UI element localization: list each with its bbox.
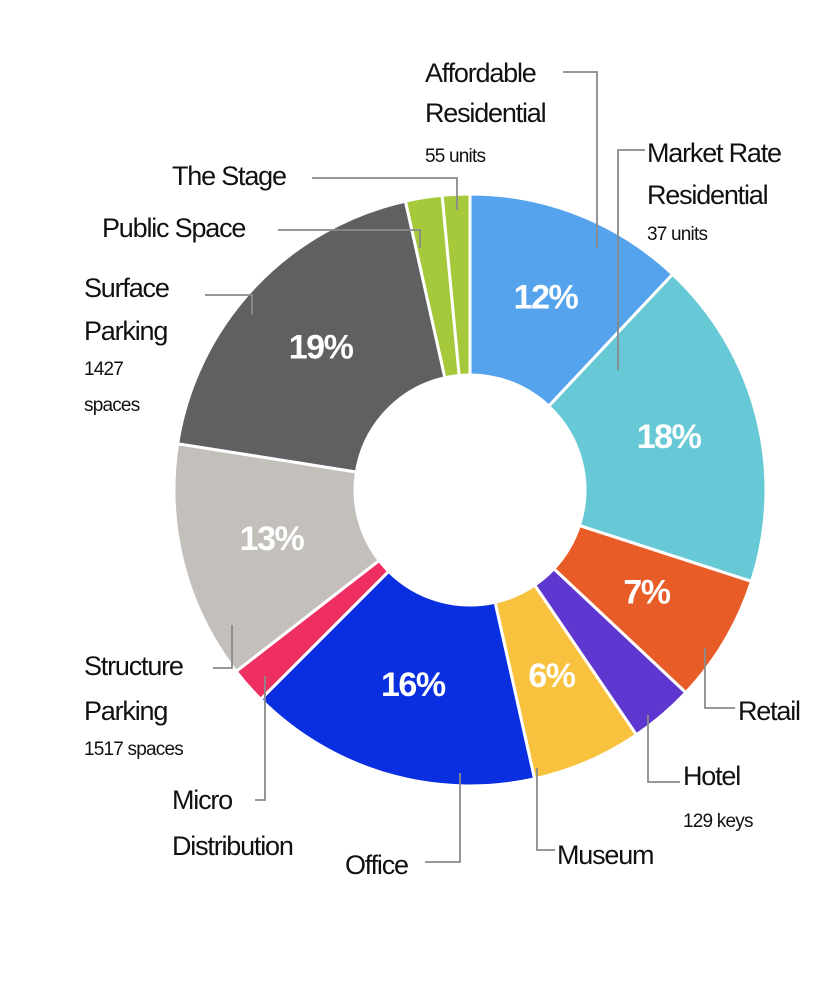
value-label: 6%	[528, 657, 575, 695]
value-label: 18%	[637, 418, 702, 456]
donut-segment	[546, 272, 768, 584]
donut-segment	[175, 199, 447, 474]
category-label: Structure Parking	[84, 651, 183, 726]
leader-line	[255, 676, 266, 801]
leader-line	[205, 294, 253, 315]
donut-segment	[172, 441, 382, 674]
leader-line	[536, 768, 555, 851]
leader-line	[704, 648, 735, 709]
category-note: 37 units	[647, 224, 707, 245]
category-label: Public Space	[102, 213, 245, 243]
category-label: Micro Distribution	[172, 785, 293, 861]
category-label: Hotel	[683, 761, 740, 791]
category-label: The Stage	[172, 161, 286, 191]
leader-line	[213, 625, 233, 669]
category-label: Affordable Residential	[425, 58, 546, 128]
category-label: Market Rate Residential	[647, 138, 781, 210]
donut-segment	[468, 192, 675, 409]
leader-line	[617, 149, 645, 370]
donut-segment	[440, 192, 472, 378]
category-note: 55 units	[425, 146, 485, 167]
leader-line	[563, 71, 598, 248]
value-label: 13%	[240, 520, 305, 558]
leader-line	[425, 773, 461, 863]
category-note: 1517 spaces	[84, 739, 183, 760]
value-label: 7%	[623, 573, 670, 611]
category-label: Office	[345, 850, 408, 880]
category-label: Museum	[557, 840, 653, 870]
value-label: 19%	[289, 329, 354, 367]
leader-line	[278, 229, 421, 248]
donut-segment	[258, 569, 537, 788]
category-label: Retail	[738, 696, 800, 726]
category-note: 1427 spaces	[84, 359, 140, 416]
leader-line	[647, 715, 680, 783]
value-label: 16%	[381, 666, 446, 704]
value-label: 12%	[514, 278, 579, 316]
category-note: 129 keys	[683, 811, 753, 832]
category-label: Surface Parking	[84, 273, 169, 346]
leader-line	[312, 177, 458, 210]
